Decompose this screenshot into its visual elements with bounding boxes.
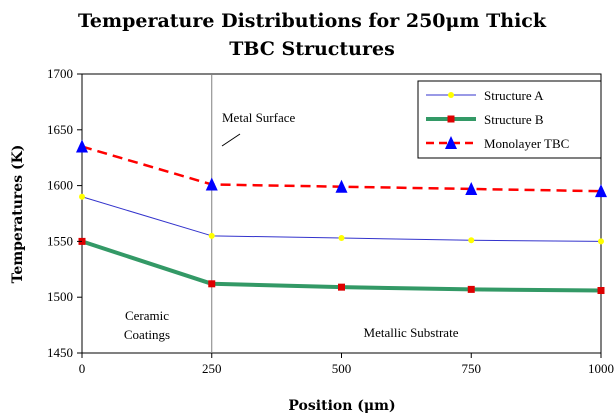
data-point-marker [338, 235, 345, 242]
annotations: Metal Surface Ceramic Coatings Metallic Sub… [124, 110, 459, 342]
data-point-marker [338, 283, 345, 291]
data-point-marker [79, 193, 85, 200]
x-tick-label: 250 [202, 361, 222, 376]
series-structure-a [79, 193, 604, 245]
y-tick-label: 1500 [47, 289, 73, 304]
x-tick-label: 500 [332, 361, 352, 376]
data-point-marker [76, 139, 88, 153]
data-point-marker [208, 280, 216, 288]
annotation-metal-surface: Metal Surface [222, 110, 296, 125]
y-tick-label: 1550 [47, 233, 73, 248]
legend-marker [447, 115, 455, 123]
y-tick-label: 1650 [47, 122, 73, 137]
series-structure-b [78, 237, 605, 295]
series-monolayer-tbc [76, 139, 607, 198]
metal-surface-leader-line [221, 133, 241, 147]
x-axis-title: Position (μm) [288, 398, 395, 414]
y-tick-label: 1450 [47, 345, 73, 360]
data-point-marker [598, 238, 604, 245]
data-point-marker [595, 184, 607, 198]
data-point-marker [208, 232, 215, 239]
annotation-metallic-substrate: Metallic Substrate [364, 325, 459, 340]
y-tick-label: 1700 [47, 66, 73, 81]
data-point-marker [467, 285, 475, 293]
annotation-ceramic-coatings: Ceramic [125, 308, 169, 323]
series-layer [76, 139, 607, 295]
y-axis-title: Temperatures (K) [10, 145, 26, 284]
chart-title-line-2: TBC Structures [229, 38, 395, 60]
legend-label: Monolayer TBC [484, 136, 569, 151]
x-tick-label: 0 [79, 361, 86, 376]
data-point-marker [465, 181, 478, 195]
series-line [81, 239, 602, 293]
legend-label: Structure A [484, 88, 544, 103]
data-point-marker [468, 237, 475, 244]
y-tick-label: 1600 [47, 178, 73, 193]
annotation-ceramic-coatings: Coatings [124, 327, 170, 342]
legend: Structure A Structure B Monolayer TBC [417, 80, 602, 159]
data-point-marker [335, 179, 348, 193]
series-line [81, 196, 602, 242]
data-point-marker [205, 177, 218, 191]
axes: 1450 1500 1550 1600 1650 1700 0 250 500 750 1000 [47, 66, 614, 376]
legend-label: Structure B [484, 112, 544, 127]
chart-title-line-1: Temperature Distributions for 250μm Thic… [78, 10, 547, 32]
legend-marker [448, 92, 454, 98]
x-tick-label: 1000 [588, 361, 614, 376]
legend-marker [445, 136, 457, 149]
x-tick-label: 750 [462, 361, 482, 376]
data-point-marker [597, 287, 605, 295]
